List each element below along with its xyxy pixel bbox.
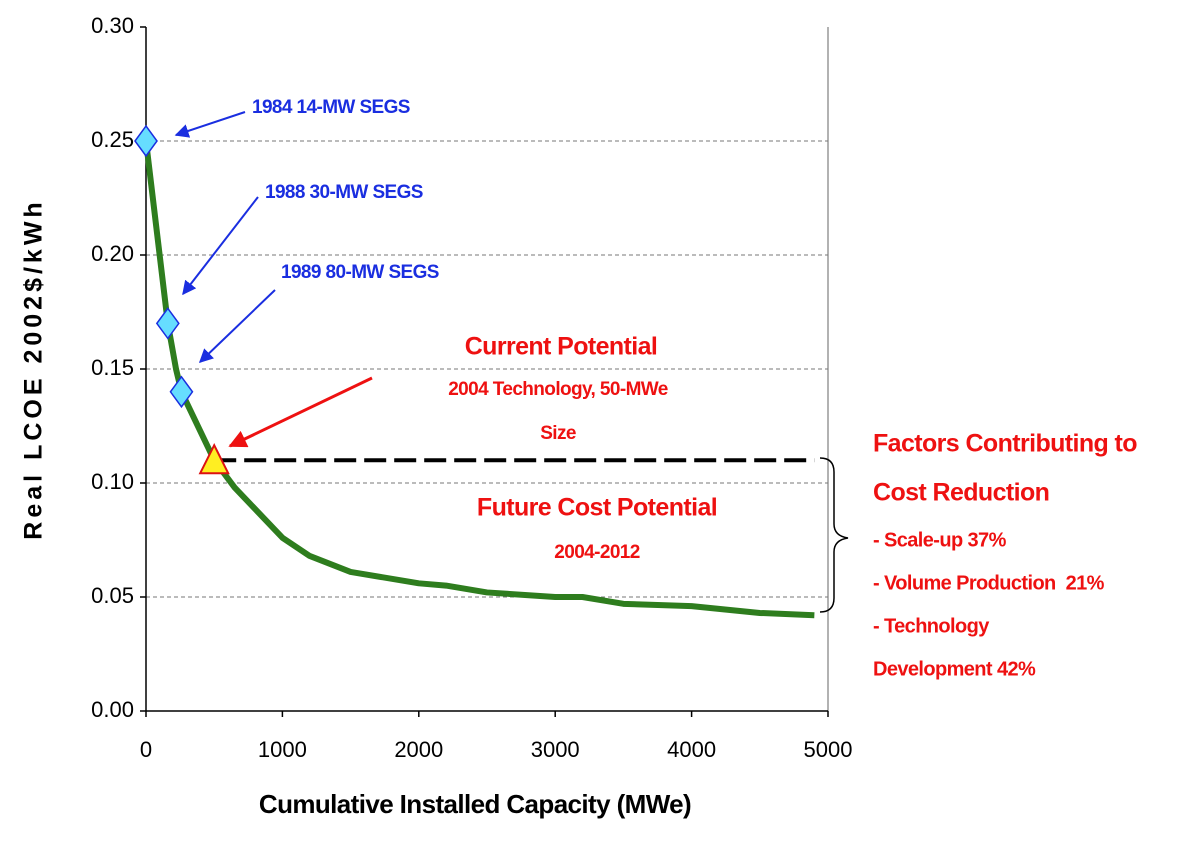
- arrow: [228, 376, 373, 448]
- annotation: 2004-2012: [554, 542, 639, 563]
- x-tick-label: 5000: [804, 737, 853, 762]
- triangle-marker: [198, 442, 230, 475]
- x-tick-label: 1000: [258, 737, 307, 762]
- annotation: Cost Reduction: [873, 479, 1049, 507]
- annotation: Factors Contributing to: [873, 430, 1137, 458]
- annotation: Current Potential: [465, 333, 658, 361]
- diamond-marker: [169, 375, 194, 409]
- annotation: - Scale-up 37%: [873, 529, 1007, 551]
- y-tick-label: 0.30: [91, 13, 134, 38]
- annotation: 1984 14-MW SEGS: [252, 97, 410, 118]
- y-tick-label: 0.00: [91, 697, 134, 722]
- x-axis-title: Cumulative Installed Capacity (MWe): [259, 789, 691, 819]
- arrow: [198, 289, 276, 363]
- plot-area: [146, 140, 828, 598]
- x-tick-label: 0: [140, 737, 152, 762]
- annotation: 1988 30-MW SEGS: [265, 182, 423, 203]
- y-tick-label: 0.10: [91, 469, 134, 494]
- diamond-marker: [155, 307, 180, 340]
- annotation: Development 42%: [873, 658, 1036, 680]
- brace: [819, 457, 849, 613]
- x-tick-label: 3000: [531, 737, 580, 762]
- y-tick-label: 0.20: [91, 241, 134, 266]
- y-tick-label: 0.15: [91, 355, 134, 380]
- annotation: - Technology: [873, 615, 990, 637]
- arrow: [174, 111, 246, 138]
- x-tick-label: 2000: [394, 737, 443, 762]
- annotation: 1989 80-MW SEGS: [281, 262, 439, 283]
- x-tick-label: 4000: [667, 737, 716, 762]
- annotation: 2004 Technology, 50-MWe: [448, 379, 668, 400]
- y-tick-label: 0.05: [91, 583, 134, 608]
- line: [143, 140, 815, 619]
- y-tick-label: 0.25: [91, 127, 134, 152]
- annotation: - Volume Production 21%: [873, 572, 1105, 594]
- annotation: Size: [540, 423, 576, 444]
- y-axis-title: Real LCOE 2002$/kWh: [20, 198, 48, 539]
- diamond-marker: [134, 124, 158, 158]
- annotation: Future Cost Potential: [477, 494, 717, 522]
- arrow: [182, 196, 259, 296]
